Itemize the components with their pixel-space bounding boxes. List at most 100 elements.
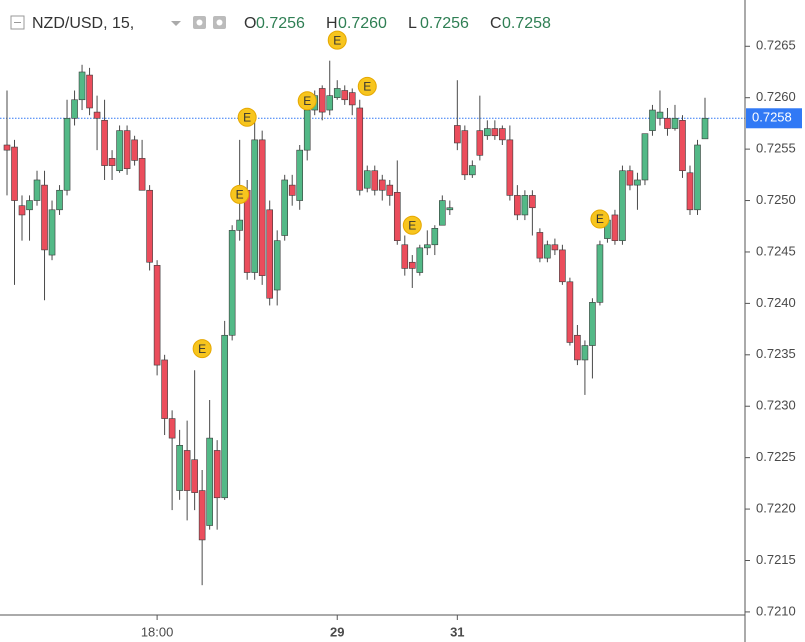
event-marker[interactable]: [192, 339, 212, 359]
candle-body: [634, 179, 641, 186]
price-label: 0.7258: [752, 110, 792, 125]
event-label: E: [243, 110, 251, 124]
price-label-box: [746, 108, 802, 129]
candle-body: [664, 117, 671, 129]
candle-body: [521, 195, 529, 216]
event-label: E: [596, 212, 604, 226]
candle-body: [371, 170, 379, 191]
candle-body: [596, 244, 604, 303]
y-tick-label: 0.7220: [756, 501, 796, 516]
candle-body: [326, 95, 334, 111]
event-marker[interactable]: [590, 209, 610, 229]
ohlc-value: 0.7258: [502, 15, 551, 32]
candle-body: [123, 130, 131, 169]
event-marker[interactable]: [237, 107, 257, 127]
candle-body: [686, 172, 694, 211]
candle-body: [93, 111, 101, 119]
y-tick-label: 0.7230: [756, 398, 796, 413]
dropdown-arrow[interactable]: [171, 21, 181, 26]
candle-body: [559, 249, 566, 283]
y-tick-label: 0.7240: [756, 295, 796, 310]
ohlc-value: 0.7256: [420, 15, 469, 32]
candle-body: [131, 139, 138, 161]
candle-body: [183, 450, 191, 491]
event-label: E: [236, 188, 244, 202]
header: NZD/USD, 15, O 0.7256 H 0.7260 L 0.7256 C 0.725…: [10, 15, 551, 32]
candle-body: [191, 459, 198, 493]
event-label: E: [198, 342, 206, 356]
candle-body: [63, 117, 71, 191]
candle-body: [251, 139, 258, 273]
candle-body: [694, 144, 701, 211]
event-label: E: [333, 33, 341, 47]
event-marker[interactable]: [297, 91, 317, 111]
candle-body: [566, 281, 574, 343]
candle-body: [476, 130, 484, 156]
candle-body: [236, 219, 243, 231]
candle-body: [574, 334, 581, 361]
candle-body: [176, 445, 183, 491]
candle-body: [393, 192, 401, 241]
candle-body: [536, 232, 544, 259]
event-label: E: [303, 94, 311, 108]
candle-body: [288, 184, 296, 196]
candle-body: [3, 144, 11, 151]
event-marker[interactable]: [230, 184, 250, 204]
candle-body: [469, 165, 476, 176]
candle-body: [296, 149, 304, 201]
event-marker[interactable]: [402, 215, 422, 235]
candle-body: [499, 128, 506, 141]
y-tick-label: 0.7210: [756, 603, 796, 618]
event-label: E: [363, 80, 371, 94]
candle-body: [589, 302, 596, 346]
candle-body: [341, 90, 349, 101]
y-tick-label: 0.7260: [756, 89, 796, 104]
ohlc-key: L: [408, 15, 417, 32]
candle-body: [78, 71, 86, 101]
candle-body: [641, 133, 649, 181]
candle-body: [318, 88, 326, 113]
candle-body: [281, 179, 288, 236]
candle-body: [529, 195, 536, 209]
y-tick-label: 0.7245: [756, 243, 796, 258]
visibility-icon-eye: [196, 19, 203, 26]
candle-body: [656, 111, 664, 119]
candle-body: [581, 345, 589, 361]
candle-body: [649, 109, 656, 131]
candle-body: [431, 228, 439, 246]
candle-body: [273, 240, 281, 291]
event-marker[interactable]: [357, 76, 377, 96]
candle-body: [56, 189, 63, 211]
candle-body: [213, 450, 221, 499]
event-marker[interactable]: [327, 30, 347, 50]
candle-body: [153, 265, 161, 366]
candle-body: [138, 158, 146, 191]
candle-body: [701, 117, 709, 140]
candle-body: [416, 247, 424, 273]
candle-body: [378, 179, 386, 191]
candle-body: [491, 128, 499, 137]
ohlc-value: 0.7260: [338, 15, 387, 32]
candle-body: [206, 437, 213, 526]
candle-body: [408, 261, 416, 269]
symbol[interactable]: NZD/USD, 15,: [32, 15, 134, 32]
y-tick-label: 0.7250: [756, 192, 796, 207]
settings-icon-gear: [216, 19, 223, 26]
candle-body: [86, 74, 93, 109]
y-tick-label: 0.7255: [756, 141, 796, 156]
collapse-icon[interactable]: [10, 15, 25, 30]
candle-body: [626, 170, 634, 186]
candle-body: [506, 139, 514, 196]
candle-body: [551, 244, 559, 251]
candle-body: [198, 490, 206, 541]
candle-body: [116, 130, 123, 172]
candle-body: [386, 184, 394, 196]
plot-area: E E E E E E E E: [0, 30, 745, 586]
x-tick-label: 31: [450, 624, 464, 639]
y-tick-label: 0.7235: [756, 346, 796, 361]
candle-body: [679, 120, 686, 172]
candle-body: [619, 170, 626, 241]
